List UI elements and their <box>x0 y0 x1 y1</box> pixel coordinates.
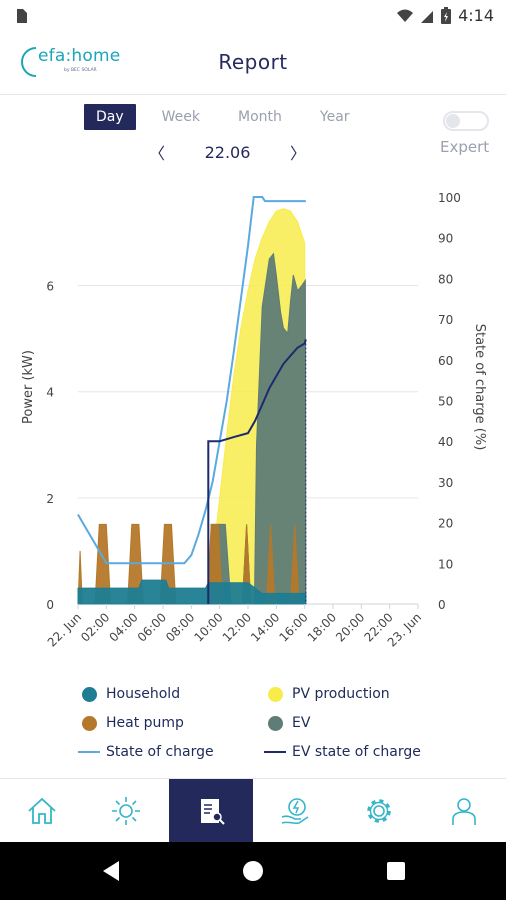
y-tick-right: 50 <box>438 395 453 409</box>
recents-icon[interactable] <box>384 859 408 883</box>
legend-ev: EV <box>268 715 310 731</box>
date-navigator: 〈 22.06 〉 <box>145 140 310 164</box>
x-tick-label: 16:00 <box>276 610 310 644</box>
x-tick-label: 08:00 <box>163 610 197 644</box>
y-axis-label-right: State of charge (%) <box>472 324 487 451</box>
nav-report[interactable] <box>168 779 253 843</box>
legend-state-of-charge: State of charge <box>78 744 214 760</box>
nav-solar[interactable] <box>84 779 168 843</box>
x-tick-label: 02:00 <box>78 610 112 644</box>
y-tick-right: 80 <box>438 272 453 286</box>
bottom-navigation <box>0 778 506 843</box>
system-navigation-bar <box>0 842 506 900</box>
toggle-knob <box>446 114 460 128</box>
legend-household: Household <box>82 686 180 702</box>
nav-settings[interactable] <box>337 779 421 843</box>
series-line-soc <box>77 196 306 565</box>
y-tick-right: 20 <box>438 517 453 531</box>
legend-swatch <box>78 751 100 753</box>
legend-heat-pump: Heat pump <box>82 715 184 731</box>
signal-icon <box>421 10 434 23</box>
legend-swatch <box>82 715 97 731</box>
x-tick-label: 22. Jun <box>45 610 84 649</box>
tab-week[interactable]: Week <box>161 109 201 125</box>
x-tick-label: 14:00 <box>248 610 282 644</box>
legend-label: EV <box>292 715 311 731</box>
legend-swatch <box>264 751 286 753</box>
x-tick-label: 20:00 <box>333 610 367 644</box>
logo-subtext: by BEC SOLAR <box>64 68 97 73</box>
legend-label: State of charge <box>106 744 214 760</box>
x-tick-label: 04:00 <box>106 610 140 644</box>
sim-icon <box>14 8 28 28</box>
y-tick-left: 4 <box>46 386 54 400</box>
next-date-button[interactable]: 〉 <box>289 144 306 163</box>
legend-swatch <box>82 686 97 702</box>
nav-energy[interactable] <box>253 779 337 843</box>
y-tick-right: 100 <box>438 191 461 205</box>
logo-text: efa:home <box>38 46 121 66</box>
legend-label: PV production <box>292 686 390 702</box>
x-tick-label: 18:00 <box>305 610 339 644</box>
x-tick-label: 12:00 <box>220 610 254 644</box>
period-tabs: Day Week Month Year <box>84 104 376 130</box>
y-tick-left: 2 <box>46 492 54 506</box>
legend-swatch <box>268 686 283 702</box>
series-line-evsoc <box>207 339 307 604</box>
y-tick-left: 6 <box>46 280 54 294</box>
y-tick-right: 10 <box>438 557 453 571</box>
expert-toggle[interactable] <box>443 111 489 131</box>
tab-month[interactable]: Month <box>238 109 282 125</box>
settings-icon <box>367 799 392 823</box>
legend-label: EV state of charge <box>292 744 421 760</box>
status-right: 4:14 <box>396 6 494 25</box>
y-tick-right: 40 <box>438 435 453 449</box>
legend-label: Household <box>106 686 181 702</box>
x-tick-label: 06:00 <box>135 610 169 644</box>
report-icon <box>200 799 225 825</box>
status-bar: 4:14 <box>0 0 506 32</box>
tab-day[interactable]: Day <box>84 104 136 130</box>
tab-year[interactable]: Year <box>319 109 350 125</box>
nav-profile[interactable] <box>422 779 506 843</box>
y-tick-right: 90 <box>438 232 453 246</box>
sun-icon <box>112 797 141 825</box>
prev-date-button[interactable]: 〈 <box>149 144 166 163</box>
y-tick-right: 30 <box>438 476 453 490</box>
y-axis-label-left: Power (kW) <box>21 350 36 424</box>
home-icon <box>28 797 56 824</box>
legend-pv-production: PV production <box>268 686 390 702</box>
y-tick-right: 70 <box>438 313 453 327</box>
home-circle-icon[interactable] <box>241 859 265 883</box>
x-tick-label: 10:00 <box>191 610 225 644</box>
back-icon[interactable] <box>99 859 123 883</box>
wifi-icon <box>397 9 414 22</box>
legend-swatch <box>268 715 283 731</box>
app-header: efa:home by BEC SOLAR Report <box>0 32 506 95</box>
page-title: Report <box>218 50 288 74</box>
legend-ev-state-of-charge: EV state of charge <box>264 744 421 760</box>
current-date: 22.06 <box>204 142 251 162</box>
energy-hand-icon <box>281 798 309 825</box>
battery-icon <box>441 6 452 24</box>
legend-label: Heat pump <box>106 715 184 731</box>
y-tick-right: 0 <box>438 598 446 612</box>
status-time: 4:14 <box>458 6 494 25</box>
y-tick-right: 60 <box>438 354 453 368</box>
user-icon <box>451 798 476 825</box>
expert-label: Expert <box>440 138 490 156</box>
efa-home-logo: efa:home by BEC SOLAR <box>14 40 120 84</box>
nav-home[interactable] <box>0 779 84 843</box>
y-tick-left: 0 <box>46 598 54 612</box>
